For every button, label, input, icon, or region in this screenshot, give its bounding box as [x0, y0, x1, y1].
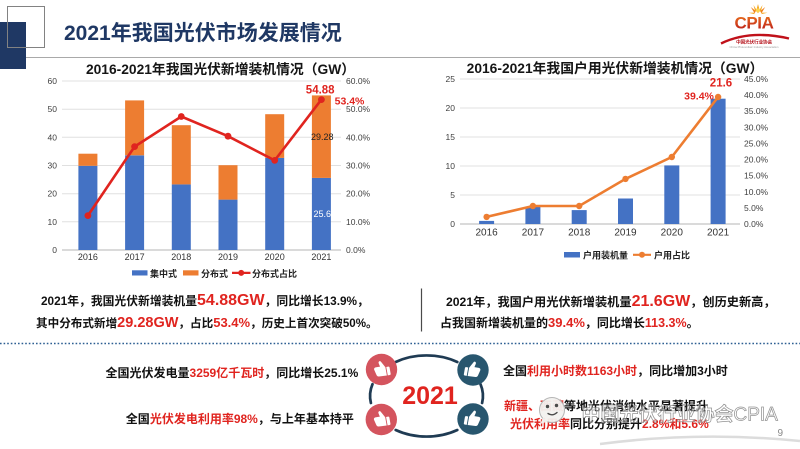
svg-text:54.88: 54.88 [306, 85, 335, 97]
svg-text:中国光伏行业协会: 中国光伏行业协会 [736, 39, 772, 46]
svg-text:2021: 2021 [311, 252, 331, 262]
svg-text:20: 20 [446, 103, 456, 113]
svg-text:21.6: 21.6 [710, 78, 732, 90]
svg-text:2021: 2021 [402, 382, 458, 410]
svg-text:40.0%: 40.0% [346, 132, 371, 142]
svg-text:40: 40 [48, 132, 58, 142]
svg-text:20.0%: 20.0% [744, 155, 769, 165]
svg-text:25: 25 [446, 74, 456, 84]
svg-text:30.0%: 30.0% [744, 122, 769, 132]
svg-text:2018: 2018 [568, 228, 591, 239]
svg-text:2016: 2016 [78, 252, 98, 262]
svg-text:39.4%: 39.4% [684, 91, 714, 103]
svg-text:53.4%: 53.4% [335, 96, 365, 108]
svg-text:25.6: 25.6 [314, 209, 332, 219]
svg-text:0.0%: 0.0% [346, 245, 366, 255]
svg-text:户用占比: 户用占比 [654, 250, 690, 261]
svg-text:10.0%: 10.0% [744, 187, 769, 197]
svg-text:5.0%: 5.0% [744, 203, 764, 213]
svg-text:15: 15 [446, 132, 456, 142]
svg-text:50: 50 [48, 104, 58, 114]
svg-text:2019: 2019 [218, 252, 238, 262]
svg-text:10: 10 [446, 161, 456, 171]
svg-text:10: 10 [48, 217, 58, 227]
svg-text:29.28: 29.28 [311, 132, 334, 142]
svg-text:集中式: 集中式 [150, 268, 177, 279]
svg-text:2017: 2017 [125, 252, 145, 262]
svg-text:China Photovoltaic Industry As: China Photovoltaic Industry Association [730, 45, 779, 49]
svg-text:20: 20 [48, 189, 58, 199]
svg-text:分布式占比: 分布式占比 [252, 268, 297, 279]
svg-text:35.0%: 35.0% [744, 106, 769, 116]
svg-text:20.0%: 20.0% [346, 189, 371, 199]
svg-text:2016: 2016 [475, 228, 498, 239]
svg-text:2017: 2017 [522, 228, 545, 239]
svg-text:50.0%: 50.0% [346, 104, 371, 114]
svg-text:2020: 2020 [661, 228, 684, 239]
svg-text:中国光伏行业协会CPIA: 中国光伏行业协会CPIA [582, 403, 779, 426]
svg-text:5: 5 [450, 190, 455, 200]
svg-text:0: 0 [52, 245, 57, 255]
svg-text:30.0%: 30.0% [346, 161, 371, 171]
svg-text:25.0%: 25.0% [744, 138, 769, 148]
svg-text:10.0%: 10.0% [346, 217, 371, 227]
svg-text:2020: 2020 [265, 252, 285, 262]
svg-text:0.0%: 0.0% [744, 219, 764, 229]
svg-text:户用装机量: 户用装机量 [583, 250, 628, 261]
svg-text:2019: 2019 [614, 228, 637, 239]
svg-text:分布式: 分布式 [201, 268, 228, 279]
svg-text:2018: 2018 [171, 252, 191, 262]
svg-text:45.0%: 45.0% [744, 74, 769, 84]
svg-text:40.0%: 40.0% [744, 90, 769, 100]
svg-text:30: 30 [48, 161, 58, 171]
svg-text:60.0%: 60.0% [346, 76, 371, 86]
svg-text:15.0%: 15.0% [744, 171, 769, 181]
svg-text:2021: 2021 [707, 228, 730, 239]
svg-text:60: 60 [48, 76, 58, 86]
svg-text:CPIA: CPIA [734, 14, 773, 33]
svg-text:0: 0 [450, 219, 455, 229]
